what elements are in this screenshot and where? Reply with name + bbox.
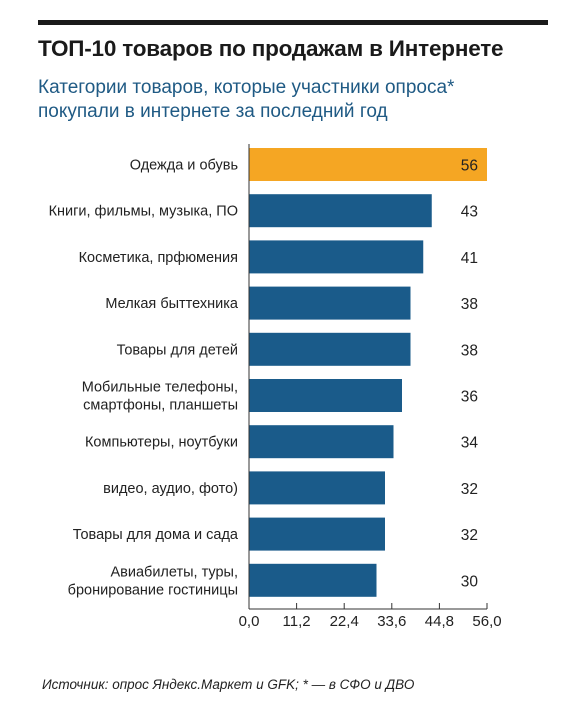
chart-subtitle: Категории товаров, которые участники опр… [38, 76, 558, 124]
category-label-10-line-1: Авиабилеты, туры, [110, 564, 238, 580]
subtitle-line-2: покупали в интернете за последний год [38, 101, 388, 122]
bar-8 [249, 471, 385, 505]
x-tick-label-5: 44,8 [425, 613, 454, 630]
category-label-6-line-2: смартфоны, планшеты [83, 398, 238, 414]
value-label-4: 38 [461, 296, 478, 313]
value-label-6: 36 [461, 389, 478, 406]
bar-6 [249, 379, 402, 412]
bar-5 [249, 332, 411, 366]
value-label-8: 32 [461, 481, 478, 498]
value-label-5: 38 [461, 342, 478, 359]
chart-title: ТОП-10 товаров по продажам в Интернете [38, 36, 504, 61]
value-label-1: 56 [461, 158, 478, 175]
value-label-2: 43 [461, 204, 478, 221]
x-tick-label-1: 0,0 [239, 613, 260, 630]
bar-2 [249, 194, 432, 228]
category-label-3: Косметика, прфюмения [79, 250, 238, 266]
category-label-6-line-1: Мобильные телефоны, [82, 380, 238, 396]
bar-9 [249, 517, 385, 551]
category-label-7: Компьютеры, ноутбуки [85, 435, 238, 451]
value-label-3: 41 [461, 250, 478, 267]
source-note: Источник: опрос Яндекс.Маркет и GFK; * —… [42, 677, 415, 692]
bar-4 [249, 286, 411, 320]
value-label-10: 30 [461, 573, 479, 590]
category-label-10-line-2: бронирование гостиницы [68, 582, 238, 598]
subtitle-line-1: Категории товаров, которые участники опр… [38, 77, 455, 98]
category-label-8: видео, аудио, фото) [103, 481, 238, 497]
category-label-1: Одежда и обувь [130, 158, 238, 174]
category-label-9: Товары для дома и сада [73, 527, 239, 543]
x-tick-label-3: 22,4 [330, 613, 359, 630]
category-label-2: Книги, фильмы, музыка, ПО [49, 204, 238, 220]
value-label-7: 34 [461, 435, 479, 452]
x-tick-label-2: 11,2 [283, 613, 311, 630]
value-label-9: 32 [461, 527, 478, 544]
category-label-4: Мелкая быттехника [105, 296, 239, 312]
x-tick-label-4: 33,6 [377, 613, 406, 630]
bar-10 [249, 563, 377, 597]
category-label-5: Товары для детей [117, 342, 238, 358]
bar-3 [249, 240, 424, 274]
bar-7 [249, 425, 394, 459]
bar-1 [249, 148, 487, 181]
top-rule [38, 20, 548, 25]
x-tick-label-6: 56,0 [472, 613, 501, 630]
